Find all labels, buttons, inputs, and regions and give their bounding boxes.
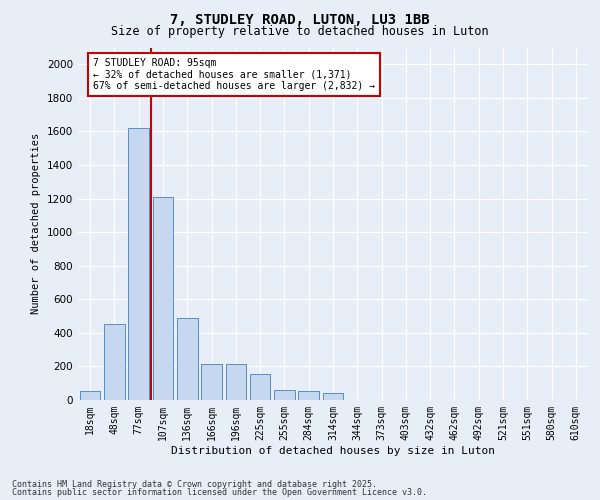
Bar	[323, 394, 343, 400]
Text: Contains HM Land Registry data © Crown copyright and database right 2025.: Contains HM Land Registry data © Crown c…	[12, 480, 377, 489]
Bar	[226, 364, 246, 400]
Bar	[128, 128, 149, 400]
Bar	[250, 374, 271, 400]
X-axis label: Distribution of detached houses by size in Luton: Distribution of detached houses by size …	[171, 446, 495, 456]
Text: Contains public sector information licensed under the Open Government Licence v3: Contains public sector information licen…	[12, 488, 427, 497]
Bar	[201, 364, 222, 400]
Bar	[80, 391, 100, 400]
Bar	[298, 391, 319, 400]
Y-axis label: Number of detached properties: Number of detached properties	[31, 133, 41, 314]
Text: 7 STUDLEY ROAD: 95sqm
← 32% of detached houses are smaller (1,371)
67% of semi-d: 7 STUDLEY ROAD: 95sqm ← 32% of detached …	[94, 58, 376, 92]
Bar	[274, 390, 295, 400]
Bar	[177, 318, 197, 400]
Text: Size of property relative to detached houses in Luton: Size of property relative to detached ho…	[111, 25, 489, 38]
Bar	[104, 324, 125, 400]
Text: 7, STUDLEY ROAD, LUTON, LU3 1BB: 7, STUDLEY ROAD, LUTON, LU3 1BB	[170, 12, 430, 26]
Bar	[152, 197, 173, 400]
